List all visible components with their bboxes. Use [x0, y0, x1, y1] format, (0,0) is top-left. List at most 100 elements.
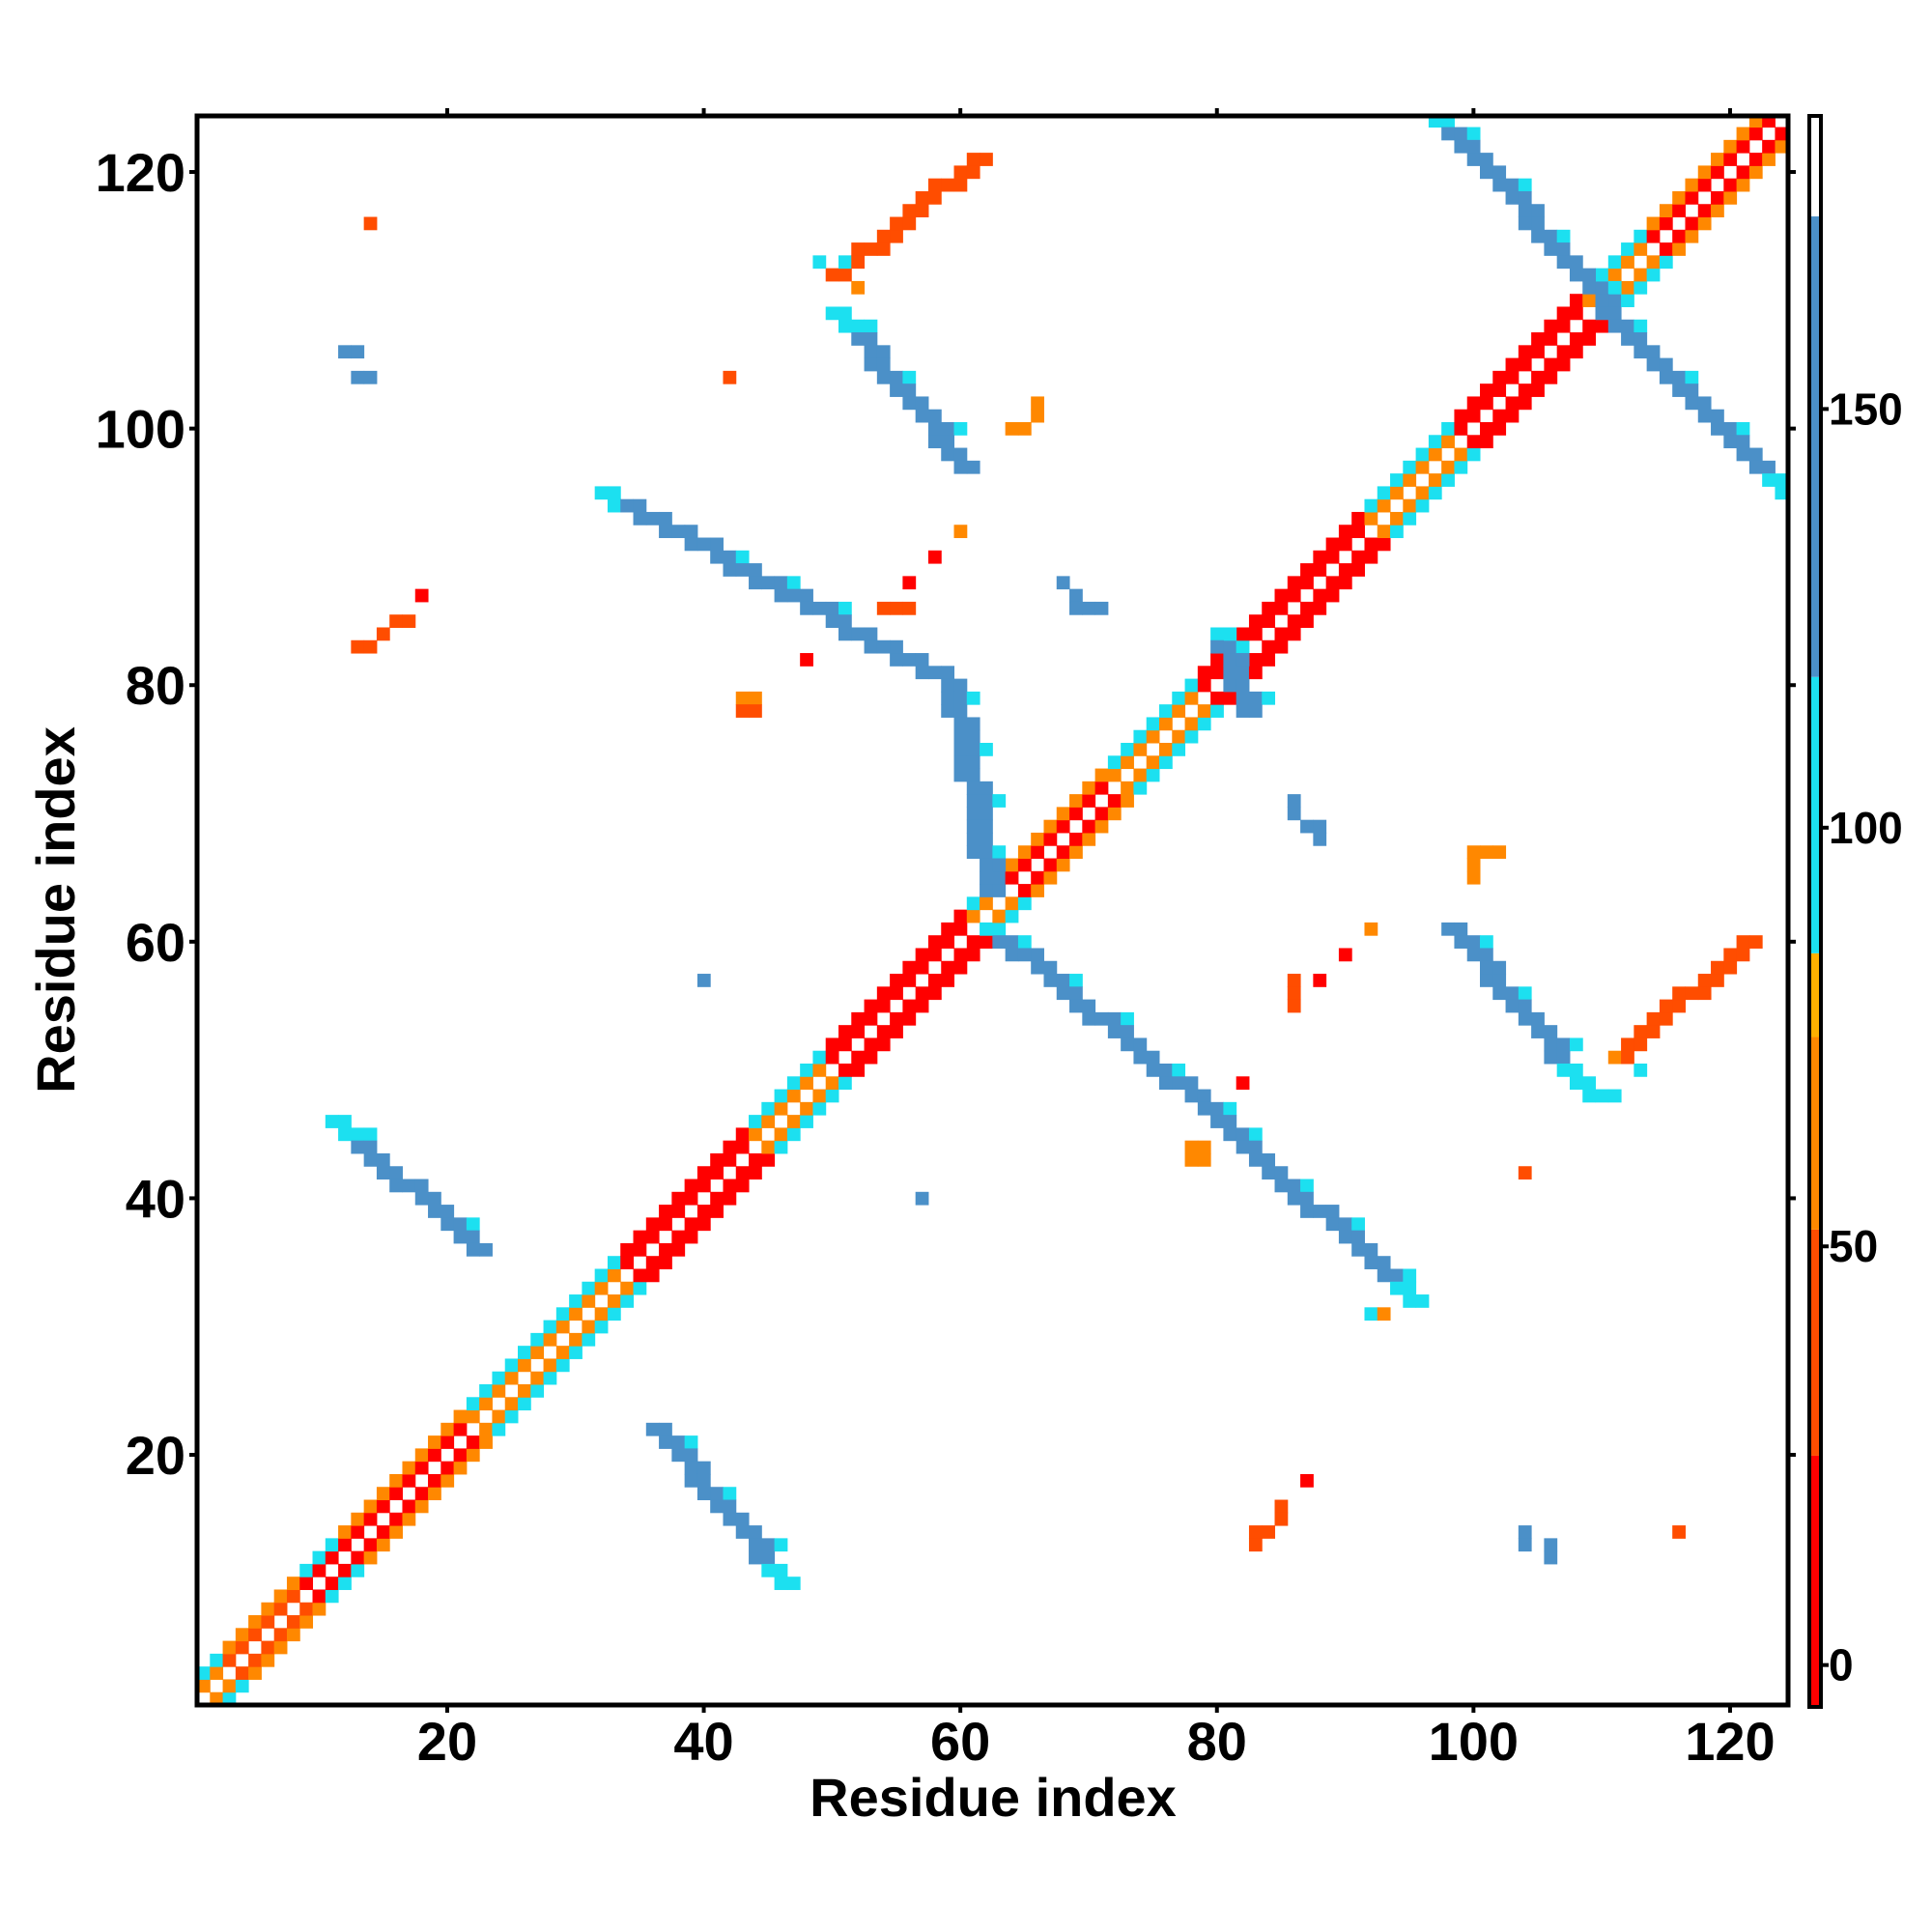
contact-cell: [1582, 280, 1597, 295]
contact-cell: [222, 1691, 237, 1706]
contact-cell: [1646, 357, 1661, 372]
contact-cell: [1313, 563, 1327, 577]
contact-cell: [1121, 1025, 1134, 1038]
contact-cell: [851, 1064, 866, 1077]
contact-cell: [902, 216, 917, 231]
contact-cell: [1556, 319, 1571, 333]
contact-cell: [953, 447, 968, 462]
contact-cell: [1262, 614, 1276, 628]
contact-cell: [1287, 986, 1301, 1001]
contact-cell: [1069, 601, 1083, 615]
contact-cell: [1210, 691, 1224, 705]
contact-cell: [1338, 1230, 1352, 1244]
contact-cell: [953, 178, 968, 192]
contact-cell: [543, 1371, 557, 1385]
contact-cell: [1415, 447, 1430, 462]
contact-cell: [1031, 870, 1044, 885]
contact-cell: [235, 1640, 249, 1655]
contact-cell: [902, 1011, 917, 1026]
contact-cell: [1094, 781, 1109, 795]
contact-cell: [1197, 1101, 1211, 1116]
contact-cell: [1236, 627, 1250, 641]
contact-cell: [761, 1140, 776, 1154]
contact-cell: [684, 1230, 698, 1244]
contact-cell: [1569, 268, 1583, 282]
colorbar-tick-label: 50: [1829, 1221, 1878, 1271]
contact-cell: [1621, 1050, 1634, 1065]
contact-cell: [696, 1461, 711, 1475]
contact-cell: [723, 1179, 737, 1193]
contact-cell: [325, 1538, 339, 1552]
y-tick-label: 20: [126, 1425, 185, 1486]
contact-cell: [761, 1550, 776, 1565]
contact-cell: [902, 370, 917, 384]
contact-cell: [1492, 165, 1507, 180]
contact-cell: [1736, 435, 1750, 449]
contact-cell: [1172, 691, 1186, 705]
contact-cell: [1466, 435, 1481, 449]
contact-cell: [696, 1205, 711, 1218]
contact-cell: [1094, 601, 1109, 615]
contact-cell: [1146, 1050, 1160, 1065]
contact-cell: [1403, 1268, 1417, 1283]
contact-cell: [980, 922, 993, 936]
contact-cell: [1466, 127, 1481, 141]
contact-cell: [376, 1538, 390, 1552]
contact-cell: [864, 1011, 878, 1026]
contact-cell: [338, 345, 352, 359]
contact-cell: [299, 1563, 314, 1577]
contact-cell: [1466, 845, 1481, 860]
contact-cell: [1069, 832, 1083, 846]
contact-cell: [1646, 345, 1661, 359]
contact-cell: [1031, 396, 1044, 411]
contact-cell: [1082, 832, 1096, 846]
contact-cell: [941, 691, 955, 705]
contact-cell: [273, 1640, 288, 1655]
contact-cell: [414, 588, 429, 603]
contact-cell: [1248, 653, 1263, 667]
contact-cell: [620, 1242, 635, 1257]
contact-cell: [1287, 974, 1301, 987]
contact-cell: [1582, 332, 1597, 346]
colorbar-ticks: 0 50 100 150: [1821, 384, 1903, 1690]
contact-cell: [1172, 743, 1186, 756]
contact-cell: [1197, 1152, 1211, 1167]
contact-cell: [1364, 1242, 1378, 1257]
contact-cell: [1518, 1011, 1532, 1026]
contact-cell: [825, 1050, 839, 1065]
contact-cell: [1274, 627, 1289, 641]
contact-cell: [1043, 974, 1058, 987]
contact-cell: [1197, 704, 1211, 718]
colorbar-tick-label: 0: [1829, 1640, 1854, 1690]
contact-cell: [1544, 1025, 1558, 1038]
contact-cell: [1711, 960, 1724, 975]
contact-cell: [1415, 1294, 1430, 1308]
contact-cell: [402, 1461, 416, 1475]
contact-cell: [1505, 986, 1520, 1001]
contact-cell: [735, 1525, 750, 1539]
contact-cell: [1069, 588, 1083, 603]
contact-cell: [1056, 845, 1070, 860]
contact-cell: [1621, 255, 1634, 270]
contact-cell: [645, 1230, 660, 1244]
contact-cell: [376, 1152, 390, 1167]
contact-cell: [761, 1152, 776, 1167]
contact-cell: [941, 447, 955, 462]
contact-cell: [633, 1242, 647, 1257]
contact-cell: [1697, 204, 1712, 218]
contact-cell: [645, 1268, 660, 1283]
contact-cell: [1723, 178, 1738, 192]
contact-cell: [1518, 384, 1532, 397]
contact-cell: [953, 743, 968, 756]
contact-cell: [876, 1025, 891, 1038]
contact-cell: [1236, 704, 1250, 718]
contact-cell: [261, 1653, 275, 1667]
contact-cell: [1031, 845, 1044, 860]
contact-cell: [1172, 704, 1186, 718]
contact-cell: [569, 1332, 582, 1347]
contact-cell: [351, 1525, 365, 1539]
contact-cell: [1159, 717, 1173, 731]
contact-cell: [749, 691, 762, 705]
contact-cell: [902, 974, 917, 987]
